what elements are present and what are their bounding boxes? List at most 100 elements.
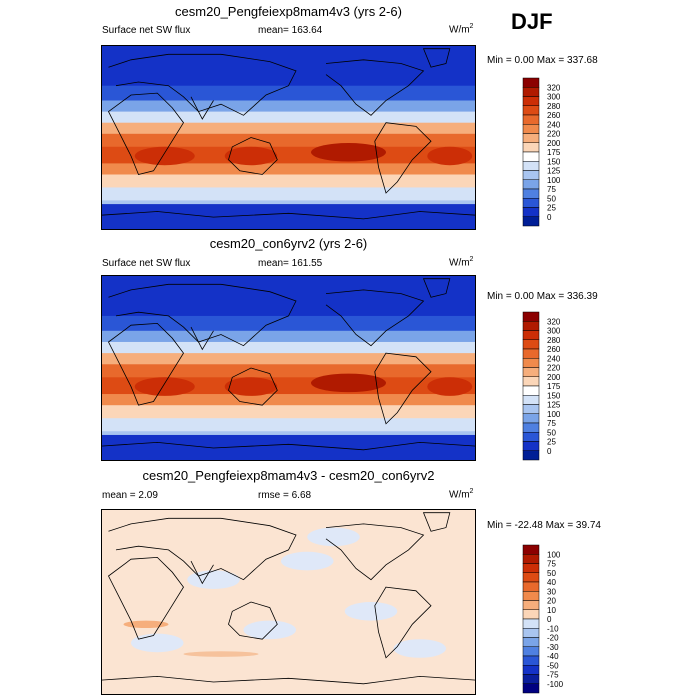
panel-2-mean-label: mean= 161.55 xyxy=(258,258,323,269)
colorbar-tick-label: -75 xyxy=(547,671,559,680)
colorbar-swatch xyxy=(522,330,540,340)
colorbar-tick-label: 0 xyxy=(547,447,552,456)
colorbar-swatch xyxy=(522,581,540,592)
colorbar-tick-label: 260 xyxy=(547,345,561,354)
colorbar-tick-label: 220 xyxy=(547,364,561,373)
colorbar-swatch xyxy=(522,413,540,424)
colorbar-swatch xyxy=(522,422,540,433)
colorbar-swatch xyxy=(522,665,540,675)
colorbar-swatch xyxy=(522,339,540,350)
colorbar-swatch xyxy=(522,554,540,564)
colorbar-swatch xyxy=(522,637,540,647)
colorbar-tick-label: 200 xyxy=(547,373,561,382)
colorbar-swatch xyxy=(522,105,540,116)
colorbar-tick-label: -40 xyxy=(547,652,559,661)
colorbar-tick-label: 240 xyxy=(547,120,561,129)
colorbar-swatch xyxy=(522,142,540,153)
colorbar-tick-label: 125 xyxy=(547,167,561,176)
panel-3-map xyxy=(101,509,476,695)
panel-3-units: W/m2 xyxy=(449,488,474,501)
colorbar-tick-label: 50 xyxy=(547,428,556,437)
colorbar-tick-label: 175 xyxy=(547,148,561,157)
colorbar-tick-label: 0 xyxy=(547,213,552,222)
colorbar-tick-label: 40 xyxy=(547,578,556,587)
colorbar-tick-label: 25 xyxy=(547,438,556,447)
panel-2-title: cesm20_con6yrv2 (yrs 2-6) xyxy=(209,236,368,251)
colorbar-tick-label: 100 xyxy=(547,550,561,559)
colorbar-swatch xyxy=(522,563,540,573)
colorbar-tick-label: 280 xyxy=(547,102,561,111)
colorbar-tick-label: 100 xyxy=(547,410,561,419)
colorbar-swatch xyxy=(522,404,540,414)
colorbar-swatch xyxy=(522,609,540,620)
colorbar-swatch xyxy=(522,450,540,461)
panel-3-mean-label: mean = 2.09 xyxy=(102,490,158,501)
colorbar-swatch xyxy=(522,161,540,171)
panel-1-min-max: Min = 0.00 Max = 337.68 xyxy=(487,55,598,66)
panel-3-min-max: Min = -22.48 Max = 39.74 xyxy=(487,520,601,531)
panel-3-rmse-label: rmse = 6.68 xyxy=(258,490,312,501)
colorbar-swatch xyxy=(522,151,540,162)
colorbar-tick-label: -50 xyxy=(547,661,559,670)
colorbar-swatch xyxy=(522,591,540,601)
colorbar-swatch xyxy=(522,646,540,657)
colorbar-swatch xyxy=(522,683,540,694)
panel-1-map xyxy=(101,45,476,230)
panel-1-variable-label: Surface net SW flux xyxy=(102,25,191,36)
colorbar-tick-label: -30 xyxy=(547,643,559,652)
colorbar-tick-label: 200 xyxy=(547,139,561,148)
panel-2-units: W/m2 xyxy=(449,256,474,269)
colorbar-tick-label: 10 xyxy=(547,606,556,615)
colorbar-tick-label: 320 xyxy=(547,83,561,92)
colorbar-swatch xyxy=(522,207,540,217)
colorbar-swatch xyxy=(522,395,540,405)
colorbar-tick-label: -20 xyxy=(547,634,559,643)
colorbar-swatch xyxy=(522,600,540,610)
colorbar-swatch xyxy=(522,96,540,106)
colorbar-swatch xyxy=(522,358,540,368)
colorbar-swatch xyxy=(522,618,540,629)
colorbar-tick-label: 75 xyxy=(547,419,556,428)
colorbar-tick-label: 125 xyxy=(547,401,561,410)
colorbar-swatch xyxy=(522,674,540,684)
colorbar-swatch xyxy=(522,170,540,180)
colorbar-tick-label: 320 xyxy=(547,317,561,326)
colorbar-tick-label: 50 xyxy=(547,569,556,578)
colorbar-tick-label: 20 xyxy=(547,597,556,606)
colorbar-tick-label: 240 xyxy=(547,354,561,363)
colorbar-swatch xyxy=(522,179,540,190)
colorbar-swatch xyxy=(522,572,540,583)
colorbar-tick-label: 25 xyxy=(547,204,556,213)
colorbar-tick-label: 260 xyxy=(547,111,561,120)
panel-1-title: cesm20_Pengfeiexp8mam4v3 (yrs 2-6) xyxy=(175,4,402,19)
colorbar-tick-label: 0 xyxy=(547,615,552,624)
colorbar-swatch xyxy=(522,188,540,199)
colorbar-swatch xyxy=(522,321,540,331)
panel-3-title: cesm20_Pengfeiexp8mam4v3 - cesm20_con6yr… xyxy=(142,468,435,483)
colorbar-tick-label: 30 xyxy=(547,587,556,596)
colorbar-tick-label: 300 xyxy=(547,327,561,336)
season-label: DJF xyxy=(511,9,553,34)
panel-2-min-max: Min = 0.00 Max = 336.39 xyxy=(487,291,598,302)
colorbar-swatch xyxy=(522,367,540,377)
colorbar-swatch xyxy=(522,385,540,396)
colorbar-tick-label: 300 xyxy=(547,93,561,102)
colorbar-tick-label: 75 xyxy=(547,185,556,194)
colorbar-tick-label: 280 xyxy=(547,336,561,345)
colorbar-swatch xyxy=(522,376,540,387)
colorbar-swatch xyxy=(522,133,540,143)
colorbar-swatch xyxy=(522,87,540,97)
colorbar-tick-label: -10 xyxy=(547,624,559,633)
colorbar-tick-label: -100 xyxy=(547,680,564,689)
colorbar-swatch xyxy=(522,348,540,359)
panel-2-variable-label: Surface net SW flux xyxy=(102,258,191,269)
colorbar-tick-label: 175 xyxy=(547,382,561,391)
colorbar-swatch xyxy=(522,124,540,134)
colorbar-tick-label: 100 xyxy=(547,176,561,185)
colorbar-swatch xyxy=(522,544,540,555)
colorbar-tick-label: 220 xyxy=(547,130,561,139)
colorbar-swatch xyxy=(522,432,540,442)
colorbar-tick-label: 150 xyxy=(547,157,561,166)
